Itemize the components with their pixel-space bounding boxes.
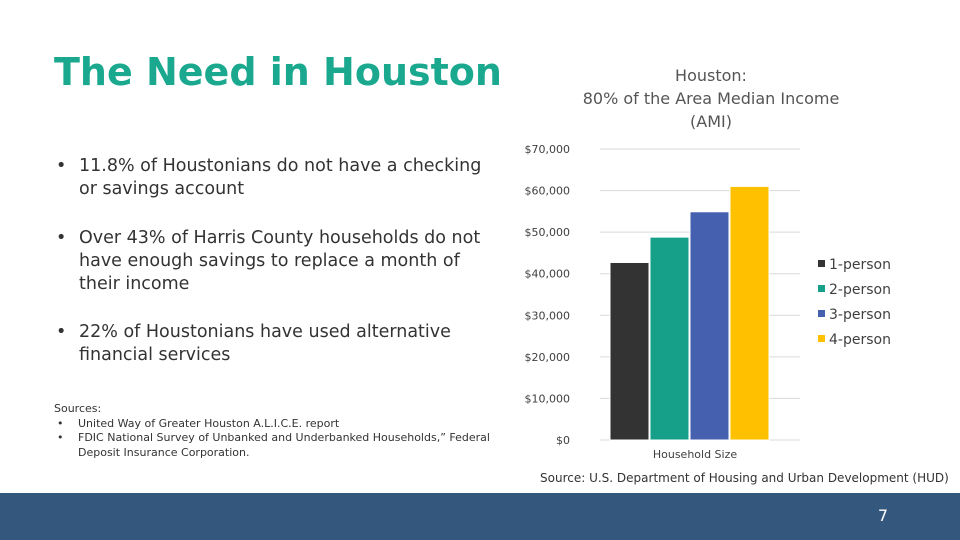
legend-label: 1-person xyxy=(829,257,891,273)
chart-title-line: 80% of the Area Median Income xyxy=(582,89,840,108)
legend-label: 4-person xyxy=(829,332,891,348)
bullet-item: • Over 43% of Harris County households d… xyxy=(54,227,494,296)
legend-swatch xyxy=(818,335,825,342)
source-text: United Way of Greater Houston A.L.I.C.E.… xyxy=(78,416,340,430)
source-item: • United Way of Greater Houston A.L.I.C.… xyxy=(54,417,494,432)
chart-source: Source: U.S. Department of Housing and U… xyxy=(540,471,949,485)
bullet-item: • 11.8% of Houstonians do not have a che… xyxy=(54,155,494,201)
legend-swatch xyxy=(818,310,825,317)
sources-block: Sources: • United Way of Greater Houston… xyxy=(54,402,494,460)
y-tick-label: $40,000 xyxy=(525,268,571,281)
bar-chart: $0 $10,000 $20,000 $30,000 $40,000 $50,000 $60… xyxy=(525,143,891,461)
footer-bar xyxy=(0,493,960,540)
source-text: FDIC National Survey of Unbanked and Und… xyxy=(78,431,490,459)
slide-title: The Need in Houston xyxy=(54,50,502,94)
legend-label: 3-person xyxy=(829,307,891,323)
page-number: 7 xyxy=(877,506,889,525)
bullet-item: • 22% of Houstonians have used alternati… xyxy=(54,321,494,367)
chart-title: Houston: 80% of the Area Median Income (… xyxy=(560,64,862,133)
sources-label: Sources: xyxy=(54,402,102,415)
chart-title-line: (AMI) xyxy=(690,112,732,131)
y-tick-label: $0 xyxy=(556,434,570,447)
source-item: • FDIC National Survey of Unbanked and U… xyxy=(54,431,494,460)
bullet-marker: • xyxy=(56,322,67,342)
y-tick-label: $50,000 xyxy=(525,226,571,239)
y-tick-label: $10,000 xyxy=(525,392,571,405)
bullet-marker: • xyxy=(56,156,67,176)
y-tick-label: $30,000 xyxy=(525,309,571,322)
legend-label: 2-person xyxy=(829,282,891,298)
bar-2-person xyxy=(649,236,690,441)
chart-title-line: Houston: xyxy=(675,66,747,85)
y-tick-label: $60,000 xyxy=(525,185,571,198)
legend-swatch xyxy=(818,285,825,292)
source-marker: • xyxy=(57,416,64,430)
bar-3-person xyxy=(689,211,730,441)
y-tick-label: $20,000 xyxy=(525,351,571,364)
y-tick-label: $70,000 xyxy=(525,143,571,156)
bullet-text: 11.8% of Houstonians do not have a check… xyxy=(79,156,482,199)
bullet-text: Over 43% of Harris County households do … xyxy=(79,228,481,294)
bullet-text: 22% of Houstonians have used alternative… xyxy=(79,322,451,365)
legend-swatch xyxy=(818,260,825,267)
x-axis-label: Household Size xyxy=(653,448,738,461)
source-marker: • xyxy=(57,431,64,444)
bar-1-person xyxy=(609,261,650,441)
bullet-marker: • xyxy=(56,228,67,248)
bar-4-person xyxy=(729,185,770,441)
